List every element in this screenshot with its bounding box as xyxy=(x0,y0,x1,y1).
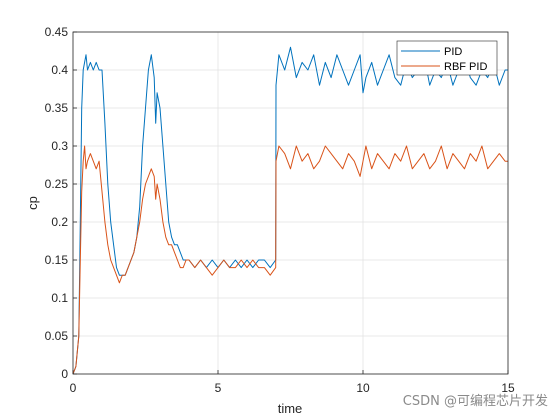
y-axis-label: cp xyxy=(25,196,40,210)
legend-label-rbf-pid: RBF PID xyxy=(444,61,487,73)
ticks: 0 5 10 15 0 0.05 0.1 0.15 0.2 0.25 0.3 0.35 0.4 0.45 xyxy=(45,25,515,395)
y-tick-label: 0.4 xyxy=(51,63,68,77)
plot-area xyxy=(73,32,508,374)
y-tick-label: 0.25 xyxy=(45,177,69,191)
y-tick-label: 0.3 xyxy=(51,139,68,153)
axes-box xyxy=(72,31,509,375)
legend: PID RBF PID xyxy=(396,40,498,76)
y-tick-label: 0.1 xyxy=(51,291,68,305)
y-tick-label: 0.35 xyxy=(45,101,69,115)
x-tick-label: 0 xyxy=(70,381,77,395)
y-tick-label: 0.15 xyxy=(45,253,69,267)
x-tick-label: 15 xyxy=(501,381,515,395)
x-tick-label: 10 xyxy=(356,381,370,395)
y-tick-label: 0.05 xyxy=(45,329,69,343)
series-layer xyxy=(72,46,508,375)
y-tick-label: 0.45 xyxy=(45,25,69,39)
legend-box xyxy=(396,40,498,76)
series-line-rbf-pid xyxy=(72,145,508,375)
legend-label-pid: PID xyxy=(444,46,462,58)
watermark-text: CSDN @可编程芯片开发 xyxy=(403,393,548,409)
x-axis-label: time xyxy=(278,401,303,416)
y-tick-label: 0.2 xyxy=(51,215,68,229)
y-tick-label: 0 xyxy=(61,367,68,381)
x-tick-label: 5 xyxy=(215,381,222,395)
